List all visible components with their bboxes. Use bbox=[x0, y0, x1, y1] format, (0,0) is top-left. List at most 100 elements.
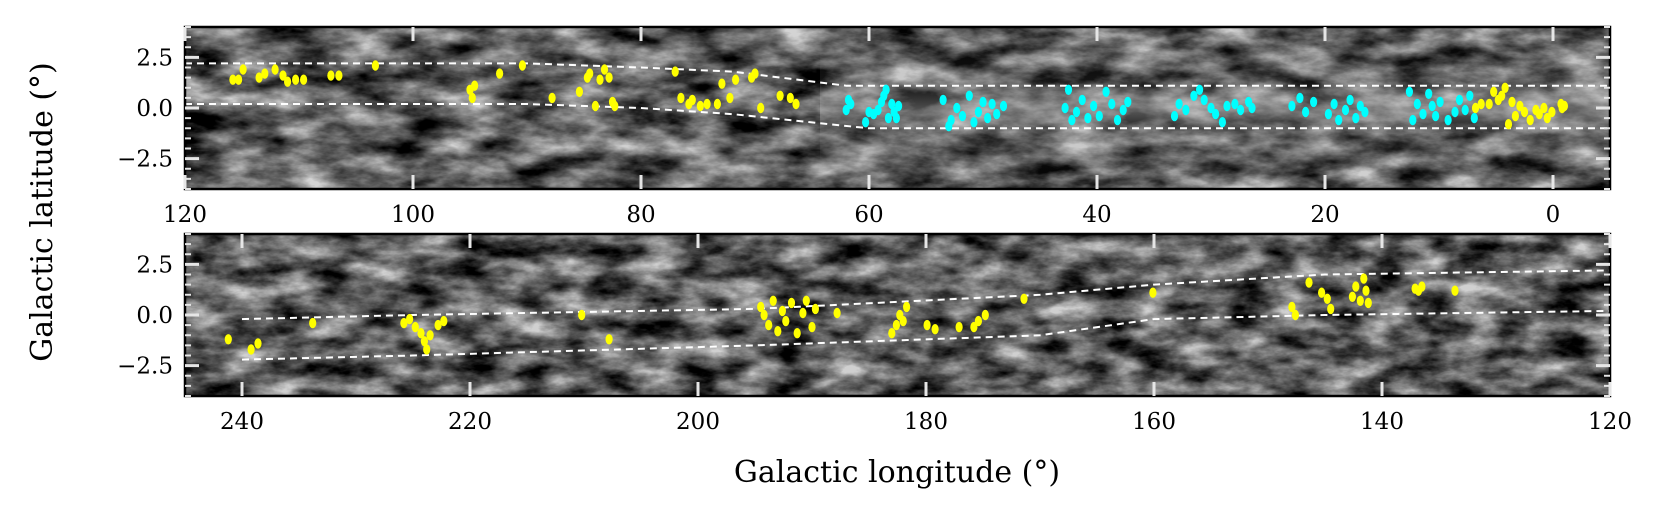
bottom-yellow-point bbox=[1288, 301, 1296, 313]
bottom-yellow-point bbox=[802, 295, 810, 306]
top-yellow-point bbox=[792, 98, 800, 110]
top-cyan-point bbox=[1170, 110, 1179, 122]
bottom-yellow-point bbox=[1327, 303, 1335, 315]
bottom-yellow-point bbox=[400, 317, 408, 329]
top-cyan-point bbox=[1124, 96, 1132, 108]
top-cyan-point bbox=[1330, 98, 1338, 110]
top-cyan-point bbox=[1218, 117, 1226, 128]
bottom-yellow-point bbox=[760, 309, 768, 321]
bottom-yellow-point bbox=[782, 315, 790, 327]
bottom-yellow-point bbox=[808, 321, 816, 333]
top-cyan-point bbox=[979, 96, 987, 108]
top-cyan-point bbox=[1346, 94, 1354, 106]
top-cyan-point bbox=[1237, 104, 1245, 116]
top-yellow-point bbox=[1526, 114, 1534, 126]
top-yellow-point bbox=[751, 68, 759, 79]
top-yellow-point bbox=[1543, 112, 1551, 124]
top-cyan-point bbox=[888, 98, 896, 110]
top-yellow-point bbox=[1548, 106, 1556, 118]
top-yellow-point bbox=[600, 64, 609, 75]
top-yellow-point bbox=[1494, 94, 1502, 106]
top-cyan-point bbox=[1444, 114, 1452, 126]
top-cyan-point bbox=[939, 94, 947, 106]
top-cyan-point bbox=[1288, 100, 1296, 112]
top-cyan-point bbox=[1223, 100, 1231, 112]
top-cyan-point bbox=[1405, 86, 1413, 98]
top-cyan-point bbox=[1455, 94, 1464, 106]
top-yellow-point bbox=[718, 78, 726, 89]
top-yellow-point bbox=[688, 94, 696, 106]
top-cyan-point bbox=[1196, 84, 1204, 96]
bottom-xtick-label: 220 bbox=[448, 409, 492, 435]
top-yellow-point bbox=[786, 92, 794, 104]
top-ytick-label: −2.5 bbox=[117, 147, 173, 173]
top-yellow-point bbox=[1504, 119, 1513, 130]
bottom-yellow-point bbox=[1291, 309, 1299, 321]
bottom-yellow-point bbox=[420, 336, 428, 347]
top-cyan-point bbox=[1466, 90, 1474, 102]
bottom-xtick-label: 240 bbox=[220, 409, 264, 435]
bottom-xtick-label: 160 bbox=[1132, 409, 1176, 435]
bottom-xtick-label: 200 bbox=[676, 409, 720, 435]
top-yellow-point bbox=[671, 66, 679, 77]
top-cyan-point bbox=[1361, 106, 1369, 118]
bottom-panel bbox=[183, 232, 1612, 398]
top-cyan-point bbox=[1113, 114, 1122, 126]
top-cyan-point bbox=[1108, 98, 1116, 110]
bottom-yellow-point bbox=[578, 309, 586, 321]
bottom-yellow-point bbox=[769, 295, 777, 306]
top-cyan-point bbox=[1310, 96, 1318, 108]
top-yellow-point bbox=[300, 74, 308, 85]
bottom-yellow-point bbox=[799, 307, 807, 319]
top-cyan-point bbox=[993, 108, 1001, 120]
top-cyan-point bbox=[1356, 100, 1364, 112]
x-axis-title: Galactic longitude (°) bbox=[734, 455, 1060, 490]
top-yellow-point bbox=[776, 90, 784, 102]
bottom-ytick-label: 2.5 bbox=[136, 252, 173, 278]
bottom-yellow-point bbox=[254, 338, 262, 349]
top-yellow-point bbox=[703, 98, 711, 110]
top-cyan-point bbox=[1212, 108, 1220, 120]
top-cyan-point bbox=[947, 114, 955, 126]
bottom-yellow-point bbox=[1364, 297, 1372, 309]
bottom-yellow-point bbox=[1305, 277, 1313, 288]
top-cyan-point bbox=[1182, 104, 1190, 116]
top-yellow-point bbox=[235, 74, 243, 85]
top-yellow-point bbox=[596, 74, 604, 85]
top-cyan-point bbox=[1064, 84, 1073, 96]
bottom-yellow-point bbox=[931, 324, 939, 335]
bottom-yellow-point bbox=[440, 315, 448, 327]
top-cyan-point bbox=[882, 84, 890, 96]
top-xtick-label: 120 bbox=[163, 202, 207, 228]
bottom-yellow-point bbox=[1352, 281, 1360, 292]
top-yellow-point bbox=[471, 80, 479, 91]
top-yellow-point bbox=[1508, 96, 1516, 108]
top-cyan-point bbox=[1119, 104, 1127, 116]
top-cyan-point bbox=[1451, 106, 1459, 118]
top-ytick-label: 0.0 bbox=[136, 96, 173, 122]
top-cyan-point bbox=[842, 104, 850, 116]
top-yellow-point bbox=[468, 92, 476, 104]
top-yellow-point bbox=[1532, 104, 1540, 116]
top-yellow-point bbox=[518, 60, 527, 71]
bottom-yellow-point bbox=[426, 330, 434, 341]
top-xtick-label: 80 bbox=[626, 202, 655, 228]
top-yellow-point bbox=[586, 68, 594, 79]
top-yellow-point bbox=[677, 92, 685, 104]
bottom-yellow-point bbox=[811, 303, 820, 315]
top-yellow-point bbox=[279, 70, 287, 81]
bottom-yellow-point bbox=[974, 315, 983, 327]
top-yellow-point bbox=[496, 68, 504, 79]
bottom-xtick-label: 140 bbox=[1360, 409, 1404, 435]
bottom-yellow-point bbox=[1348, 291, 1356, 302]
top-yellow-point bbox=[757, 102, 765, 114]
top-yellow-point bbox=[548, 92, 556, 104]
bottom-ytick-label: −2.5 bbox=[117, 354, 173, 380]
top-cyan-point bbox=[1461, 104, 1469, 116]
top-yellow-point bbox=[696, 100, 704, 112]
bottom-yellow-point bbox=[1362, 285, 1370, 296]
top-yellow-point bbox=[1540, 102, 1548, 114]
top-xtick-label: 0 bbox=[1546, 202, 1561, 228]
top-yellow-point bbox=[732, 74, 740, 85]
bottom-yellow-point bbox=[605, 334, 613, 345]
